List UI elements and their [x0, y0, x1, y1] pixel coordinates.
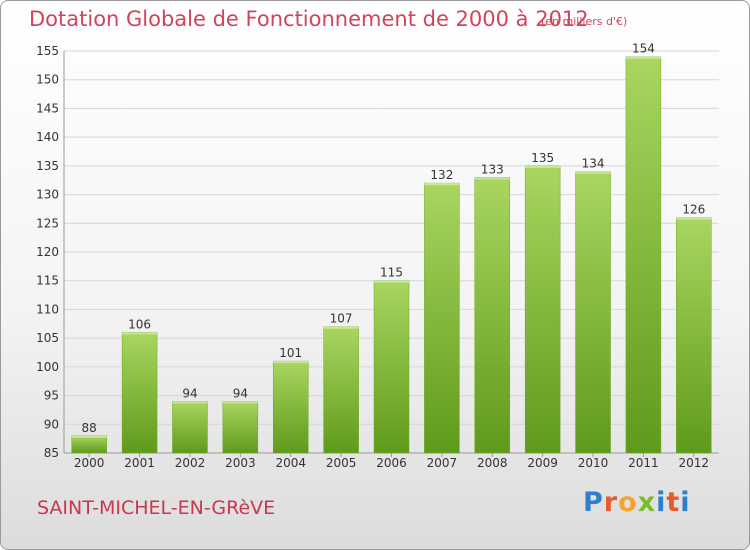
bar-highlight: [625, 56, 661, 59]
bar-highlight: [676, 217, 712, 220]
chart-title: Dotation Globale de Fonctionnement de 20…: [29, 7, 589, 31]
data-label-2012: 126: [682, 203, 705, 217]
x-tick-label: 2011: [628, 456, 659, 470]
bar-2009: [524, 165, 561, 454]
bar-highlight: [172, 401, 208, 404]
x-tick-label: 2010: [578, 456, 609, 470]
label-layer: 88 106 94 94 101 107 115 132 133 135 134 154 126: [82, 42, 706, 435]
x-tick-label: 2004: [275, 456, 306, 470]
bar-highlight: [323, 326, 359, 329]
axis-layer: 85 90 95 100 105 110 115 120 125 130 135 140 145 150 1…: [36, 44, 719, 470]
y-tick-label: 140: [36, 130, 59, 144]
proxiti-logo: Proxiti: [583, 487, 691, 518]
x-tick-label: 2002: [175, 456, 206, 470]
bar-highlight: [474, 177, 510, 180]
data-label-2000: 88: [82, 421, 97, 435]
x-tick-label: 2000: [74, 456, 105, 470]
y-tick-label: 150: [36, 73, 59, 87]
y-tick-label: 125: [36, 216, 59, 230]
y-tick-label: 90: [44, 417, 59, 431]
y-tick-label: 130: [36, 188, 59, 202]
chart-subtitle: (en milliers d'€): [541, 15, 628, 28]
x-tick-label: 2001: [124, 456, 155, 470]
bar-highlight: [222, 401, 258, 404]
data-label-2011: 154: [632, 42, 655, 56]
logo-letter: r: [603, 487, 619, 518]
y-tick-label: 105: [36, 331, 59, 345]
bar-highlight: [71, 435, 107, 438]
bar-2010: [575, 171, 611, 454]
bar-2004: [272, 360, 309, 454]
y-tick-label: 120: [36, 245, 59, 259]
bar-2008: [474, 177, 511, 454]
data-label-2010: 134: [582, 157, 605, 171]
data-label-2006: 115: [380, 266, 403, 280]
data-label-2005: 107: [330, 312, 353, 326]
x-tick-label: 2006: [376, 456, 407, 470]
bar-highlight: [273, 361, 309, 364]
y-tick-label: 115: [36, 274, 59, 288]
bar-highlight: [424, 183, 460, 186]
y-tick-label: 95: [44, 389, 59, 403]
bar-2001: [121, 332, 158, 454]
data-label-2002: 94: [182, 386, 197, 400]
bar-2006: [373, 280, 410, 454]
x-tick-label: 2005: [326, 456, 357, 470]
bar-2012: [676, 217, 712, 454]
logo-letter: t: [666, 487, 681, 518]
data-label-2009: 135: [531, 151, 554, 165]
y-tick-label: 110: [36, 302, 59, 316]
logo-letter: i: [656, 487, 667, 518]
data-label-2008: 133: [481, 162, 504, 176]
x-tick-label: 2003: [225, 456, 256, 470]
x-tick-label: 2007: [427, 456, 458, 470]
data-label-2003: 94: [233, 386, 248, 400]
bar-2005: [323, 326, 359, 454]
data-label-2004: 101: [279, 346, 302, 360]
x-tick-label: 2008: [477, 456, 508, 470]
bar-2011: [625, 56, 662, 454]
bar-highlight: [122, 332, 158, 335]
x-tick-label: 2012: [679, 456, 710, 470]
bar-2007: [424, 182, 460, 454]
y-tick-label: 145: [36, 101, 59, 115]
logo-letter: P: [583, 487, 604, 518]
bar-2002: [172, 401, 208, 454]
bar-highlight: [374, 280, 409, 283]
bar-2003: [222, 401, 259, 454]
y-tick-label: 85: [44, 446, 59, 460]
y-tick-label: 135: [36, 159, 59, 173]
bar-highlight: [575, 171, 611, 174]
y-tick-label: 100: [36, 360, 59, 374]
x-tick-label: 2009: [527, 456, 558, 470]
logo-letter: o: [618, 487, 638, 518]
commune-name: SAINT-MICHEL-EN-GRèVE: [37, 497, 276, 519]
data-label-2001: 106: [128, 317, 151, 331]
data-label-2007: 132: [430, 168, 453, 182]
y-tick-label: 155: [36, 44, 59, 58]
bar-2000: [71, 435, 107, 454]
bar-layer: [71, 56, 712, 454]
logo-letter: x: [637, 487, 657, 518]
logo-letter: i: [680, 487, 691, 518]
bar-highlight: [525, 165, 561, 168]
